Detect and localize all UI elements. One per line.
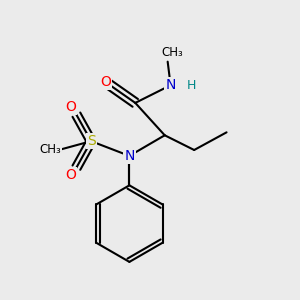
Text: S: S: [87, 134, 95, 148]
Text: N: N: [124, 149, 135, 163]
Text: O: O: [65, 100, 76, 114]
Text: N: N: [165, 78, 176, 92]
Text: H: H: [187, 79, 196, 92]
Text: CH₃: CH₃: [39, 143, 61, 157]
Text: O: O: [100, 75, 111, 89]
Text: CH₃: CH₃: [161, 46, 183, 59]
Text: O: O: [65, 168, 76, 182]
